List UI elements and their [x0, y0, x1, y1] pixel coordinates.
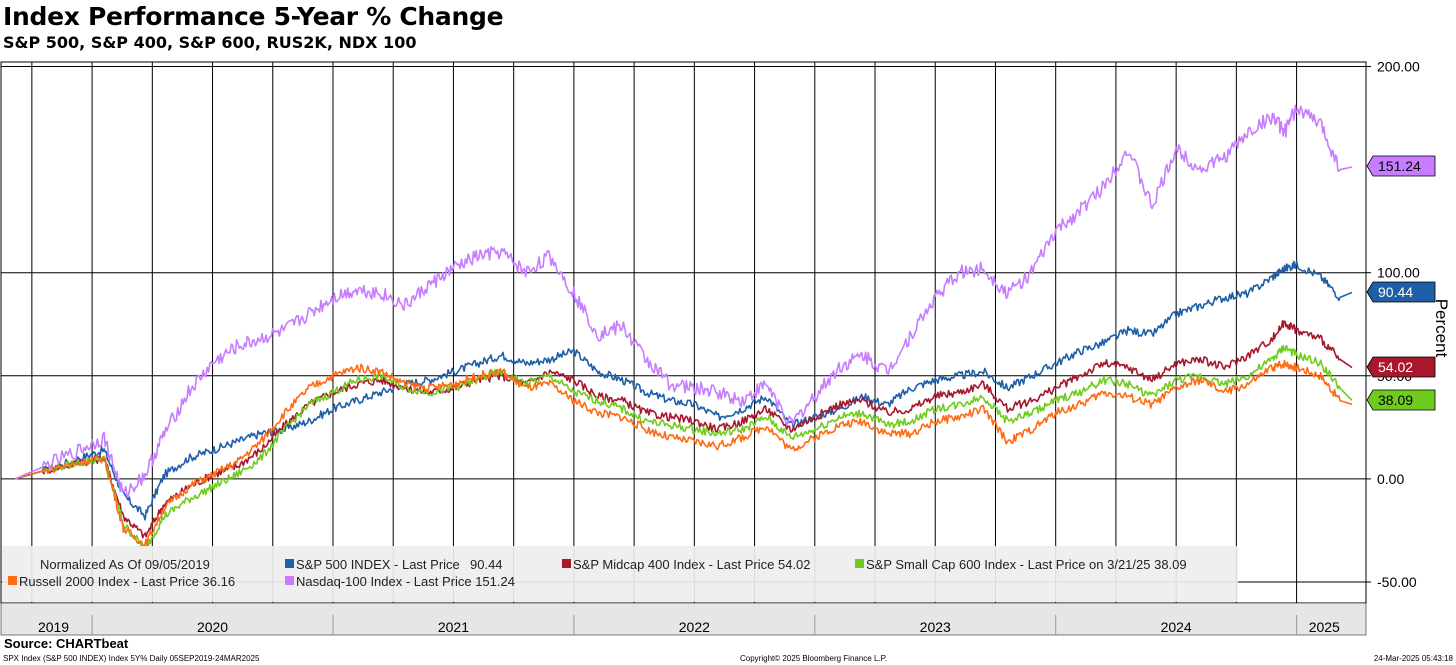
footer-left: SPX Index (S&P 500 INDEX) Index 5Y% Dail… [3, 654, 260, 663]
x-axis-band: 2019 2020 2021 2022 2023 2024 2025 [0, 602, 1367, 636]
footer-timestamp: 24-Mar-2025 05:43:18 [1373, 654, 1453, 663]
legend-label: S&P 500 INDEX - Last Price [296, 557, 460, 572]
badge-shape [1366, 281, 1436, 303]
last-value-badge-3: 38.09 [1366, 389, 1436, 411]
x-tick-label: 2025 [1309, 619, 1340, 635]
legend-label: S&P Small Cap 600 Index - Last Price on … [866, 557, 1187, 572]
legend-swatch [855, 559, 864, 568]
legend-label: S&P Midcap 400 Index - Last Price 54.02 [573, 557, 811, 572]
legend-note: Normalized As Of 09/05/2019 [40, 557, 210, 572]
legend-swatch [8, 576, 17, 585]
badge-value: 90.44 [1378, 284, 1413, 300]
x-tick-label: 2021 [438, 619, 469, 635]
x-tick-label: 2024 [1161, 619, 1192, 635]
badge-shape [1366, 389, 1436, 411]
plot-frame [0, 61, 1367, 604]
y-axis-label: Percent [1432, 299, 1451, 358]
grid [0, 61, 1367, 604]
series-line-4 [14, 359, 1353, 549]
x-tick-label: 2019 [38, 619, 69, 635]
y-tick-label: -50.00 [1377, 574, 1417, 590]
badge-value: 151.24 [1378, 158, 1421, 174]
badge-shape [1366, 155, 1436, 177]
legend-value: 90.44 [470, 557, 503, 572]
badge-value: 54.02 [1378, 359, 1413, 375]
legend-swatch [285, 559, 294, 568]
legend-bg [2, 546, 1238, 602]
y-tick-label: 0.00 [1377, 471, 1404, 487]
series-line-2 [14, 320, 1353, 539]
last-value-badge-2: 54.02 [1366, 356, 1436, 378]
legend: Normalized As Of 09/05/2019 S&P 500 INDEX… [2, 546, 1238, 602]
chart-subtitle: S&P 500, S&P 400, S&P 600, RUS2K, NDX 10… [3, 33, 417, 52]
x-tick-label: 2020 [197, 619, 228, 635]
legend-label: Russell 2000 Index - Last Price 36.16 [19, 574, 235, 589]
footer-copyright: Copyright© 2025 Bloomberg Finance L.P. [740, 654, 888, 663]
badge-shape [1366, 356, 1436, 378]
y-tick-label: 200.00 [1377, 59, 1420, 75]
series-layer [14, 104, 1353, 549]
x-tick-label: 2023 [920, 619, 951, 635]
last-value-badge-1: 90.44 [1366, 281, 1436, 303]
badge-value: 38.09 [1378, 392, 1413, 408]
series-line-5 [14, 104, 1353, 498]
last-value-badges: 151.24 90.44 54.02 38.09 [1366, 155, 1436, 411]
legend-label: Nasdaq-100 Index - Last Price 151.24 [296, 574, 515, 589]
x-tick-label: 2022 [679, 619, 710, 635]
legend-swatch [562, 559, 571, 568]
source-text: Source: CHARTbeat [4, 636, 129, 651]
legend-swatch [285, 576, 294, 585]
series-line-1 [14, 260, 1353, 521]
y-tick-label: 100.00 [1377, 265, 1420, 281]
x-axis-band-bg [0, 602, 1367, 636]
last-value-badge-5: 151.24 [1366, 155, 1436, 177]
chart-title: Index Performance 5-Year % Change [3, 2, 504, 31]
series-line-3 [14, 344, 1353, 549]
